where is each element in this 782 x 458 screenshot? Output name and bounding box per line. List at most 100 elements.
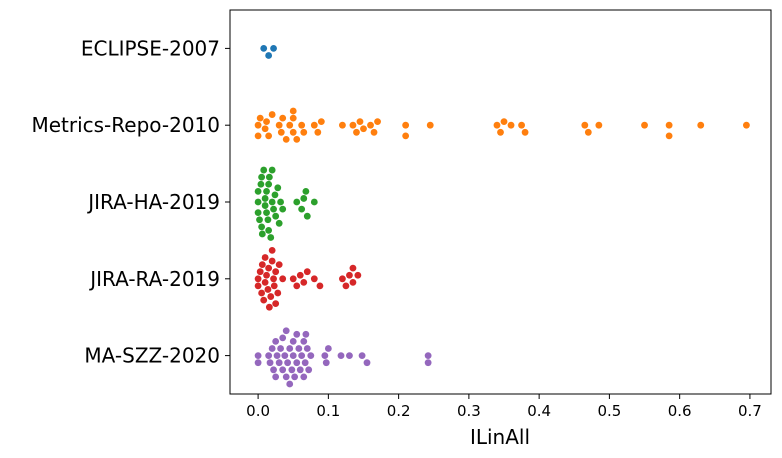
- data-point: [263, 209, 270, 217]
- data-point: [263, 118, 270, 126]
- data-point: [277, 345, 284, 352]
- data-point: [595, 121, 603, 129]
- data-point: [402, 121, 410, 129]
- data-point: [641, 121, 648, 129]
- data-point: [363, 359, 371, 367]
- data-point: [322, 359, 330, 367]
- data-point: [346, 271, 353, 279]
- x-axis: 0.0 0.1 0.2 0.3 0.4 0.5 0.6 0.7: [246, 394, 762, 420]
- data-point: [697, 121, 705, 129]
- data-point: [254, 282, 262, 290]
- data-point: [521, 128, 529, 136]
- points-layer: [254, 45, 750, 388]
- data-point: [358, 352, 366, 359]
- data-point: [275, 261, 283, 268]
- data-point: [268, 247, 276, 254]
- y-category-label: MA-SZZ-2020: [84, 344, 220, 368]
- data-point: [254, 132, 262, 140]
- data-point: [293, 330, 301, 338]
- data-point: [264, 286, 272, 293]
- data-point: [300, 373, 308, 381]
- data-point: [426, 121, 434, 129]
- x-tick-label: 0.7: [738, 402, 762, 420]
- data-point: [279, 114, 287, 122]
- data-point: [272, 373, 280, 381]
- data-point: [298, 121, 306, 129]
- data-point: [324, 345, 332, 352]
- y-axis: ECLIPSE-2007 Metrics-Repo-2010 JIRA-HA-201…: [31, 36, 230, 368]
- data-point: [288, 366, 296, 374]
- data-point: [337, 352, 345, 359]
- data-point: [293, 359, 301, 367]
- data-point: [291, 373, 299, 381]
- data-point: [263, 271, 270, 279]
- data-point: [272, 300, 280, 308]
- data-point: [317, 118, 325, 126]
- data-point: [303, 345, 311, 352]
- data-point: [349, 264, 357, 272]
- data-point: [374, 118, 381, 126]
- data-point: [302, 187, 310, 195]
- x-tick-label: 0.0: [246, 402, 270, 420]
- data-point: [346, 352, 353, 359]
- data-point: [261, 195, 269, 202]
- data-point: [305, 366, 313, 374]
- data-point: [279, 275, 287, 283]
- y-category-label: Metrics-Repo-2010: [31, 113, 220, 137]
- data-point: [268, 257, 276, 265]
- data-point: [293, 136, 301, 143]
- data-point: [282, 373, 290, 381]
- data-point: [268, 111, 276, 118]
- data-point: [260, 45, 268, 52]
- data-point: [293, 198, 301, 206]
- data-point: [367, 121, 374, 129]
- data-point: [265, 52, 273, 59]
- y-category-label: JIRA-HA-2019: [86, 190, 220, 214]
- data-point: [254, 209, 262, 217]
- data-point: [265, 180, 273, 188]
- data-point: [270, 275, 277, 283]
- data-point: [339, 275, 346, 283]
- data-point: [271, 191, 279, 199]
- data-point: [300, 128, 308, 136]
- data-point: [258, 223, 266, 231]
- data-point: [281, 352, 289, 359]
- data-point: [402, 132, 410, 140]
- data-point: [507, 121, 515, 129]
- data-point: [293, 282, 301, 290]
- data-point: [277, 198, 284, 206]
- data-point: [289, 128, 297, 136]
- y-category-label: ECLIPSE-2007: [81, 36, 220, 60]
- data-point: [261, 278, 269, 286]
- data-point: [314, 128, 322, 136]
- data-point: [279, 334, 287, 342]
- plot-area: [229, 9, 772, 395]
- data-point: [300, 338, 308, 345]
- data-point: [360, 125, 367, 133]
- data-point: [518, 121, 525, 129]
- data-point: [300, 278, 308, 286]
- data-point: [279, 366, 287, 374]
- data-point: [274, 184, 282, 192]
- data-point: [349, 121, 357, 129]
- data-point: [289, 275, 297, 283]
- data-point: [264, 216, 272, 224]
- data-point: [298, 352, 306, 359]
- data-point: [270, 205, 277, 213]
- data-point: [279, 205, 287, 213]
- data-point: [270, 282, 278, 290]
- data-point: [275, 359, 283, 367]
- data-point: [274, 289, 282, 297]
- data-point: [268, 198, 276, 206]
- data-point: [424, 352, 432, 359]
- x-tick-label: 0.3: [457, 402, 481, 420]
- data-point: [265, 264, 273, 272]
- data-point: [267, 293, 275, 300]
- data-point: [254, 275, 262, 283]
- data-point: [289, 352, 297, 359]
- data-point: [272, 268, 280, 276]
- data-point: [277, 128, 285, 136]
- data-point: [303, 212, 311, 220]
- data-point: [258, 289, 266, 297]
